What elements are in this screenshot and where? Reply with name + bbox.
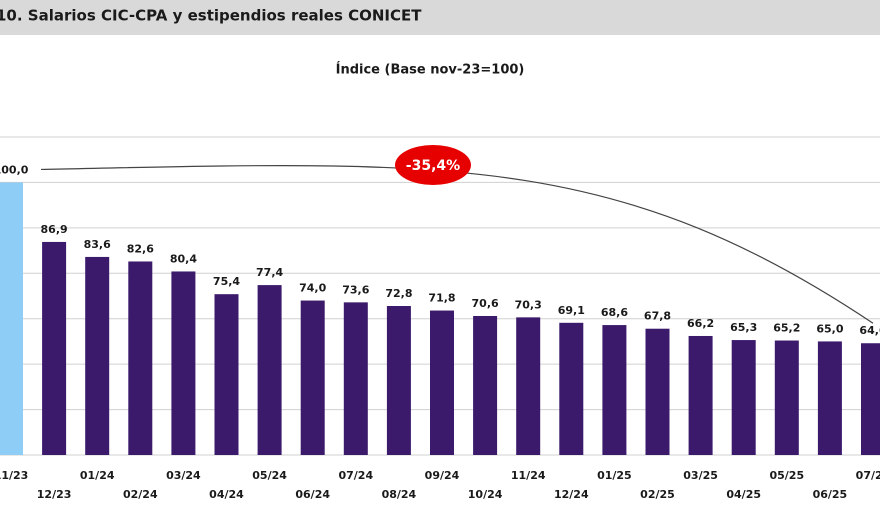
value-label: 80,4 — [170, 252, 197, 265]
bar — [257, 285, 282, 455]
bar — [774, 340, 799, 455]
bar — [645, 328, 670, 455]
bar — [171, 271, 196, 455]
bar — [42, 241, 67, 455]
bar — [85, 256, 110, 455]
value-label: 65,2 — [773, 322, 800, 335]
x-tick-label: 06/25 — [813, 488, 848, 501]
value-label: 100,0 — [0, 163, 29, 176]
bar — [817, 341, 842, 455]
value-label: 66,2 — [687, 317, 714, 330]
value-label: 72,8 — [385, 287, 412, 300]
chart-title: 10. Salarios CIC-CPA y estipendios reale… — [0, 7, 422, 25]
x-tick-label: 04/25 — [726, 488, 761, 501]
x-tick-label: 12/23 — [37, 488, 72, 501]
value-label: 68,6 — [601, 306, 628, 319]
bar — [516, 317, 541, 455]
value-label: 65,3 — [730, 321, 757, 334]
x-tick-label: 05/24 — [252, 469, 287, 482]
x-tick-label: 11/24 — [511, 469, 546, 482]
x-tick-label: 01/24 — [80, 469, 115, 482]
value-label: 74,0 — [299, 282, 326, 295]
value-label: 82,6 — [127, 242, 154, 255]
annotation-badge — [395, 145, 471, 185]
x-tick-label: 01/25 — [597, 469, 632, 482]
bar — [0, 182, 23, 455]
trend-curve — [40, 164, 874, 324]
bar — [559, 322, 584, 455]
x-tick-label: 08/24 — [382, 488, 417, 501]
bar — [300, 300, 325, 455]
annotation: -35,4% — [406, 158, 460, 174]
value-label: 67,8 — [644, 310, 671, 323]
x-tick-label: 07/24 — [338, 469, 373, 482]
value-label: 70,3 — [515, 298, 542, 311]
x-tick-label: 07/25 — [856, 469, 880, 482]
x-tick-label: 12/24 — [554, 488, 589, 501]
x-tick-label: 11/23 — [0, 469, 28, 482]
chart-subtitle: Índice (Base nov-23=100) — [336, 62, 525, 78]
bar — [602, 325, 627, 455]
x-tick-label: 05/25 — [769, 469, 804, 482]
bar — [473, 315, 498, 455]
value-label: 70,6 — [472, 297, 499, 310]
x-tick-label: 03/25 — [683, 469, 718, 482]
value-label: 65,0 — [816, 322, 843, 335]
value-label: 75,4 — [213, 275, 240, 288]
value-label: 71,8 — [428, 292, 455, 305]
value-label: 77,4 — [256, 266, 283, 279]
value-label: 73,6 — [342, 283, 369, 296]
x-tick-label: 10/24 — [468, 488, 503, 501]
header-bar — [0, 0, 880, 35]
bar — [430, 310, 454, 455]
x-tick-label: 03/24 — [166, 469, 201, 482]
x-tick-label: 02/25 — [640, 488, 675, 501]
value-label: 64,6 — [859, 324, 880, 337]
bar — [861, 343, 880, 455]
bar — [688, 335, 713, 455]
x-tick-label: 02/24 — [123, 488, 158, 501]
value-label: 86,9 — [41, 223, 68, 236]
bar — [128, 261, 153, 455]
bar — [343, 302, 368, 455]
x-tick-label: 06/24 — [295, 488, 330, 501]
value-label: 69,1 — [558, 304, 585, 317]
x-tick-label: 09/24 — [425, 469, 460, 482]
bar — [731, 340, 756, 455]
bar — [214, 294, 239, 455]
value-label: 83,6 — [84, 238, 111, 251]
bar — [386, 305, 411, 455]
x-tick-label: 04/24 — [209, 488, 244, 501]
